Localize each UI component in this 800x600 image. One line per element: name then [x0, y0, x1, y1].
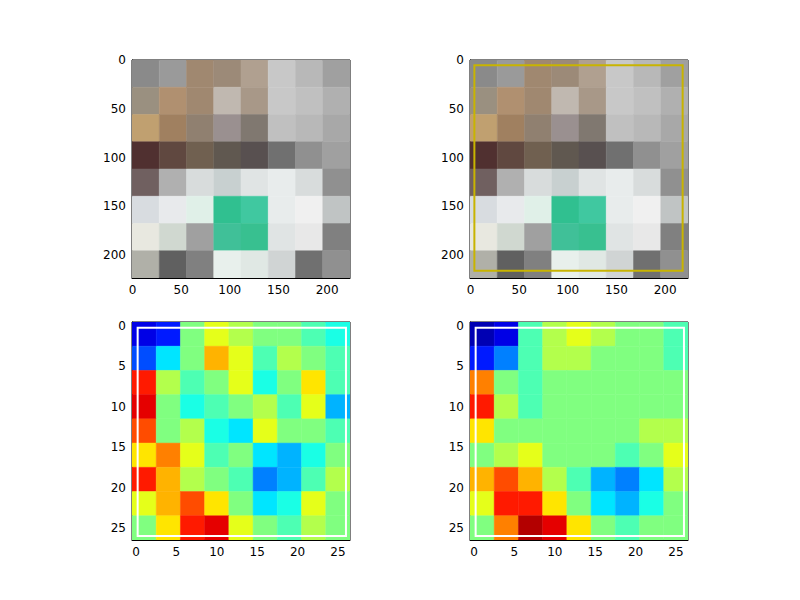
- svg-text:50: 50: [174, 283, 189, 297]
- svg-text:200: 200: [441, 248, 464, 262]
- svg-text:20: 20: [449, 481, 464, 495]
- svg-text:100: 100: [556, 283, 579, 297]
- svg-text:20: 20: [628, 545, 643, 559]
- svg-text:5: 5: [173, 545, 181, 559]
- svg-text:50: 50: [449, 102, 464, 116]
- svg-text:0: 0: [456, 319, 464, 333]
- svg-text:200: 200: [103, 248, 126, 262]
- svg-text:200: 200: [316, 283, 339, 297]
- svg-text:0: 0: [118, 319, 126, 333]
- svg-text:0: 0: [129, 283, 137, 297]
- svg-text:25: 25: [668, 545, 683, 559]
- svg-text:10: 10: [111, 400, 126, 414]
- svg-text:15: 15: [449, 440, 464, 454]
- svg-text:10: 10: [449, 400, 464, 414]
- svg-text:15: 15: [250, 545, 265, 559]
- svg-text:5: 5: [511, 545, 519, 559]
- svg-text:0: 0: [456, 53, 464, 67]
- svg-text:20: 20: [290, 545, 305, 559]
- svg-text:10: 10: [547, 545, 562, 559]
- svg-text:25: 25: [449, 521, 464, 535]
- svg-text:100: 100: [441, 151, 464, 165]
- svg-text:200: 200: [654, 283, 677, 297]
- svg-text:100: 100: [103, 151, 126, 165]
- svg-text:5: 5: [118, 359, 126, 373]
- svg-text:0: 0: [132, 545, 140, 559]
- svg-text:15: 15: [111, 440, 126, 454]
- svg-text:10: 10: [209, 545, 224, 559]
- svg-text:50: 50: [512, 283, 527, 297]
- svg-text:0: 0: [470, 545, 478, 559]
- svg-text:150: 150: [103, 199, 126, 213]
- svg-text:150: 150: [267, 283, 290, 297]
- svg-text:20: 20: [111, 481, 126, 495]
- svg-text:50: 50: [111, 102, 126, 116]
- svg-text:150: 150: [441, 199, 464, 213]
- svg-text:25: 25: [330, 545, 345, 559]
- svg-text:100: 100: [218, 283, 241, 297]
- svg-text:5: 5: [456, 359, 464, 373]
- svg-text:15: 15: [588, 545, 603, 559]
- svg-text:150: 150: [605, 283, 628, 297]
- svg-text:0: 0: [118, 53, 126, 67]
- svg-text:0: 0: [467, 283, 475, 297]
- svg-text:25: 25: [111, 521, 126, 535]
